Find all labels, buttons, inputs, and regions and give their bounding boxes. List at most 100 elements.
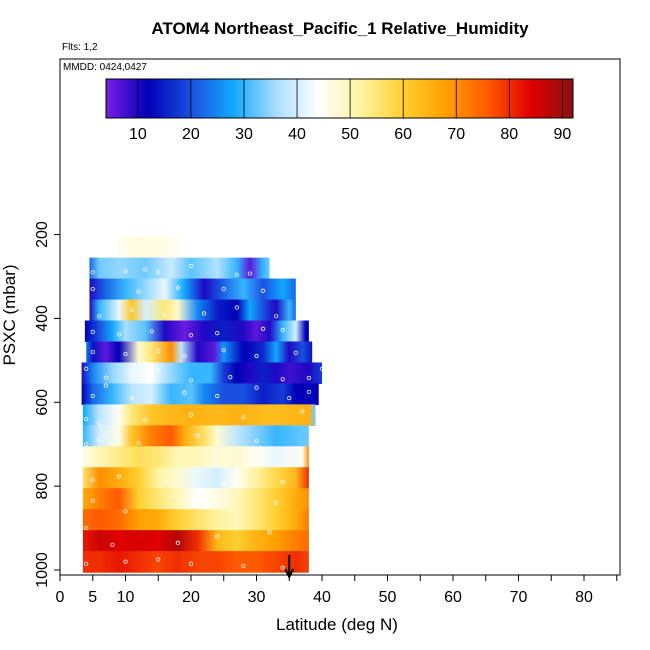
x-tick-label: 0 xyxy=(56,589,65,606)
colorbar: 10 20 30 40 50 60 70 80 90 xyxy=(105,78,574,143)
sample-point xyxy=(156,270,161,275)
x-tick-label: 70 xyxy=(510,589,528,606)
heatmap-band xyxy=(84,320,309,343)
sample-point xyxy=(97,437,102,443)
x-tick-label: 20 xyxy=(182,589,200,606)
y-tick-label: 600 xyxy=(34,389,51,416)
heatmap-band xyxy=(89,257,270,280)
x-axis: 0 5 10 20 30 40 50 60 70 80 xyxy=(56,575,618,606)
sample-point xyxy=(293,350,298,355)
sample-point xyxy=(215,330,220,336)
sample-point xyxy=(90,286,95,292)
colorbar-tick-label: 70 xyxy=(447,126,465,143)
sample-point xyxy=(116,332,122,337)
sample-point xyxy=(129,307,135,313)
sample-point xyxy=(260,288,266,293)
sample-points xyxy=(84,244,325,571)
sample-point xyxy=(188,412,194,417)
sample-point xyxy=(241,563,246,568)
sample-point xyxy=(300,409,305,414)
sample-point xyxy=(306,375,311,381)
marker-arrow-head xyxy=(284,568,295,580)
heatmap-band xyxy=(86,341,313,364)
x-tick-label: 30 xyxy=(248,589,266,606)
sample-point xyxy=(234,305,239,310)
sample-point xyxy=(90,329,95,334)
heatmap-band xyxy=(82,467,309,489)
x-tick-label: 40 xyxy=(313,589,331,606)
sample-point xyxy=(195,433,200,438)
sample-point xyxy=(188,333,194,338)
sample-point xyxy=(149,329,154,334)
sample-point xyxy=(156,367,161,373)
sample-point xyxy=(136,289,141,294)
sample-point xyxy=(319,366,325,371)
sample-point xyxy=(90,477,95,482)
sample-point xyxy=(110,542,115,547)
sample-point xyxy=(274,500,279,506)
sample-point xyxy=(182,354,187,359)
sample-point xyxy=(260,326,266,332)
sample-point xyxy=(103,375,108,380)
x-tick-label: 80 xyxy=(575,589,593,606)
y-tick-label: 200 xyxy=(34,221,51,248)
sample-point xyxy=(306,389,311,394)
sample-point xyxy=(123,351,128,357)
sample-point xyxy=(188,263,194,269)
sample-point xyxy=(188,378,194,383)
sample-point xyxy=(162,244,167,249)
colorbar-tick-label: 30 xyxy=(235,126,253,143)
sample-point xyxy=(97,314,102,319)
sample-point xyxy=(123,269,128,274)
date-note: MMDD: 0424,0427 xyxy=(63,62,147,73)
y-axis-label: PSXC (mbar) xyxy=(0,264,19,366)
colorbar-tick-label: 60 xyxy=(394,126,412,143)
sample-point xyxy=(103,383,108,388)
sample-point xyxy=(215,534,220,539)
sample-point xyxy=(280,565,285,571)
sample-point xyxy=(221,286,226,292)
sample-point xyxy=(156,349,161,354)
sample-point xyxy=(84,525,89,531)
sample-point xyxy=(182,390,187,395)
sample-point xyxy=(202,311,207,316)
sample-point xyxy=(280,328,285,333)
colorbar-tick-label: 50 xyxy=(341,126,359,143)
colorbar-tick-label: 40 xyxy=(288,126,306,143)
heatmap-band xyxy=(82,446,309,468)
sample-point xyxy=(90,245,95,250)
colorbar-gradient xyxy=(105,78,574,119)
sample-point xyxy=(221,348,226,353)
sample-point xyxy=(123,509,128,514)
sample-point xyxy=(116,474,122,479)
sample-point xyxy=(175,540,180,545)
sample-point xyxy=(188,561,194,566)
sample-point xyxy=(241,415,246,420)
heatmap-band xyxy=(89,299,296,322)
sample-point xyxy=(129,395,135,401)
sample-point xyxy=(90,393,95,399)
sample-point xyxy=(280,377,285,382)
y-tick-label: 1000 xyxy=(34,552,51,588)
sample-point xyxy=(143,267,148,272)
flights-note: Flts: 1,2 xyxy=(62,42,98,53)
colorbar-tick-label: 20 xyxy=(182,126,200,143)
x-tick-label: 60 xyxy=(444,589,462,606)
sample-point xyxy=(162,312,167,318)
x-tick-label: 10 xyxy=(117,589,135,606)
sample-point xyxy=(169,494,174,499)
sample-point xyxy=(280,479,285,485)
x-tick-label: 5 xyxy=(88,589,97,606)
sample-point xyxy=(228,375,233,380)
sample-point xyxy=(156,557,161,562)
plot-frame xyxy=(59,58,621,576)
sample-point xyxy=(162,480,167,485)
y-axis: 200 400 600 800 1000 xyxy=(34,221,60,588)
sample-point xyxy=(215,393,220,399)
sample-point xyxy=(254,439,259,444)
sample-point xyxy=(116,245,122,251)
sample-point xyxy=(221,494,226,500)
sample-point xyxy=(84,561,89,566)
sample-point xyxy=(234,272,239,277)
